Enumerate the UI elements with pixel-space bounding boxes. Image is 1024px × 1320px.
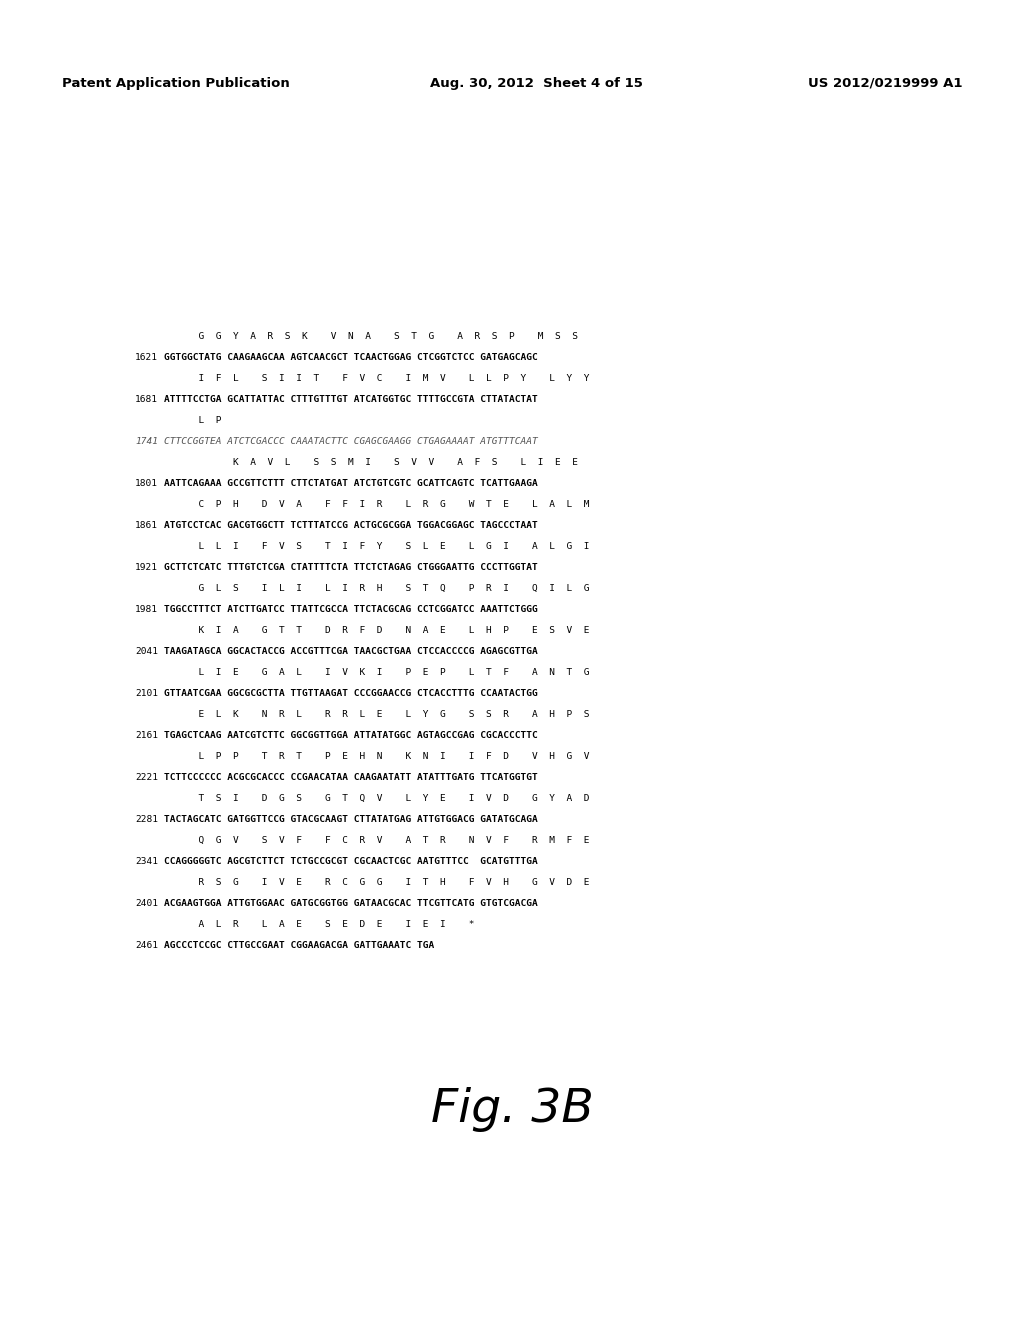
Text: K  A  V  L    S  S  M  I    S  V  V    A  F  S    L  I  E  E: K A V L S S M I S V V A F S L I E E xyxy=(164,458,578,467)
Text: 1681: 1681 xyxy=(135,395,158,404)
Text: I  F  L    S  I  I  T    F  V  C    I  M  V    L  L  P  Y    L  Y  Y: I F L S I I T F V C I M V L L P Y L Y Y xyxy=(164,374,590,383)
Text: 1621: 1621 xyxy=(135,352,158,362)
Text: 2461: 2461 xyxy=(135,941,158,950)
Text: A  L  R    L  A  E    S  E  D  E    I  E  I    *: A L R L A E S E D E I E I * xyxy=(164,920,474,929)
Text: L  L  I    F  V  S    T  I  F  Y    S  L  E    L  G  I    A  L  G  I: L L I F V S T I F Y S L E L G I A L G I xyxy=(164,543,590,550)
Text: CTTCCGGTEA ATCTCGACCC CAAATACTTC CGAGCGAAGG CTGAGAAAAT ATGTTTCAAT: CTTCCGGTEA ATCTCGACCC CAAATACTTC CGAGCGA… xyxy=(164,437,538,446)
Text: K  I  A    G  T  T    D  R  F  D    N  A  E    L  H  P    E  S  V  E: K I A G T T D R F D N A E L H P E S V E xyxy=(164,626,590,635)
Text: T  S  I    D  G  S    G  T  Q  V    L  Y  E    I  V  D    G  Y  A  D: T S I D G S G T Q V L Y E I V D G Y A D xyxy=(164,795,590,803)
Text: TCTTCCCCCC ACGCGCACCC CCGAACATAA CAAGAATATT ATATTTGATG TTCATGGTGT: TCTTCCCCCC ACGCGCACCC CCGAACATAA CAAGAAT… xyxy=(164,774,538,781)
Text: 2041: 2041 xyxy=(135,647,158,656)
Text: G  G  Y  A  R  S  K    V  N  A    S  T  G    A  R  S  P    M  S  S: G G Y A R S K V N A S T G A R S P M S S xyxy=(164,333,578,341)
Text: GGTGGCTATG CAAGAAGCAA AGTCAACGCT TCAACTGGAG CTCGGTCTCC GATGAGCAGC: GGTGGCTATG CAAGAAGCAA AGTCAACGCT TCAACTG… xyxy=(164,352,538,362)
Text: TGAGCTCAAG AATCGTCTTC GGCGGTTGGA ATTATATGGC AGTAGCCGAG CGCACCCTTC: TGAGCTCAAG AATCGTCTTC GGCGGTTGGA ATTATAT… xyxy=(164,731,538,741)
Text: 2101: 2101 xyxy=(135,689,158,698)
Text: 1921: 1921 xyxy=(135,564,158,572)
Text: AATTCAGAAA GCCGTTCTTT CTTCTATGAT ATCTGTCGTC GCATTCAGTC TCATTGAAGA: AATTCAGAAA GCCGTTCTTT CTTCTATGAT ATCTGTC… xyxy=(164,479,538,488)
Text: 2401: 2401 xyxy=(135,899,158,908)
Text: L  P: L P xyxy=(164,416,221,425)
Text: Aug. 30, 2012  Sheet 4 of 15: Aug. 30, 2012 Sheet 4 of 15 xyxy=(430,77,643,90)
Text: R  S  G    I  V  E    R  C  G  G    I  T  H    F  V  H    G  V  D  E: R S G I V E R C G G I T H F V H G V D E xyxy=(164,878,590,887)
Text: Patent Application Publication: Patent Application Publication xyxy=(62,77,290,90)
Text: US 2012/0219999 A1: US 2012/0219999 A1 xyxy=(808,77,962,90)
Text: G  L  S    I  L  I    L  I  R  H    S  T  Q    P  R  I    Q  I  L  G: G L S I L I L I R H S T Q P R I Q I L G xyxy=(164,583,590,593)
Text: TAAGATAGCA GGCACTACCG ACCGTTTCGA TAACGCTGAA CTCCACCCCG AGAGCGTTGA: TAAGATAGCA GGCACTACCG ACCGTTTCGA TAACGCT… xyxy=(164,647,538,656)
Text: 2161: 2161 xyxy=(135,731,158,741)
Text: 2221: 2221 xyxy=(135,774,158,781)
Text: ATGTCCTCAC GACGTGGCTT TCTTTATCCG ACTGCGCGGA TGGACGGAGC TAGCCCTAAT: ATGTCCTCAC GACGTGGCTT TCTTTATCCG ACTGCGC… xyxy=(164,521,538,531)
Text: CCAGGGGGTC AGCGTCTTCT TCTGCCGCGT CGCAACTCGC AATGTTTCC  GCATGTTTGA: CCAGGGGGTC AGCGTCTTCT TCTGCCGCGT CGCAACT… xyxy=(164,857,538,866)
Text: 1861: 1861 xyxy=(135,521,158,531)
Text: 1801: 1801 xyxy=(135,479,158,488)
Text: L  I  E    G  A  L    I  V  K  I    P  E  P    L  T  F    A  N  T  G: L I E G A L I V K I P E P L T F A N T G xyxy=(164,668,590,677)
Text: E  L  K    N  R  L    R  R  L  E    L  Y  G    S  S  R    A  H  P  S: E L K N R L R R L E L Y G S S R A H P S xyxy=(164,710,590,719)
Text: Q  G  V    S  V  F    F  C  R  V    A  T  R    N  V  F    R  M  F  E: Q G V S V F F C R V A T R N V F R M F E xyxy=(164,836,590,845)
Text: L  P  P    T  R  T    P  E  H  N    K  N  I    I  F  D    V  H  G  V: L P P T R T P E H N K N I I F D V H G V xyxy=(164,752,590,762)
Text: GTTAATCGAA GGCGCGCTTA TTGTTAAGAT CCCGGAACCG CTCACCTTTG CCAATACTGG: GTTAATCGAA GGCGCGCTTA TTGTTAAGAT CCCGGAA… xyxy=(164,689,538,698)
Text: ACGAAGTGGA ATTGTGGAAC GATGCGGTGG GATAACGCAC TTCGTTCATG GTGTCGACGA: ACGAAGTGGA ATTGTGGAAC GATGCGGTGG GATAACG… xyxy=(164,899,538,908)
Text: GCTTCTCATC TTTGTCTCGA CTATTTTCTA TTCTCTAGAG CTGGGAATTG CCCTTGGTAT: GCTTCTCATC TTTGTCTCGA CTATTTTCTA TTCTCTA… xyxy=(164,564,538,572)
Text: ATTTTCCTGA GCATTATTAC CTTTGTTTGT ATCATGGTGC TTTTGCCGTA CTTATACTAT: ATTTTCCTGA GCATTATTAC CTTTGTTTGT ATCATGG… xyxy=(164,395,538,404)
Text: 1981: 1981 xyxy=(135,605,158,614)
Text: 1741: 1741 xyxy=(135,437,158,446)
Text: AGCCCTCCGC CTTGCCGAAT CGGAAGACGA GATTGAAATC TGA: AGCCCTCCGC CTTGCCGAAT CGGAAGACGA GATTGAA… xyxy=(164,941,434,950)
Text: TACTAGCATC GATGGTTCCG GTACGCAAGT CTTATATGAG ATTGTGGACG GATATGCAGA: TACTAGCATC GATGGTTCCG GTACGCAAGT CTTATAT… xyxy=(164,814,538,824)
Text: 2281: 2281 xyxy=(135,814,158,824)
Text: 2341: 2341 xyxy=(135,857,158,866)
Text: Fig. 3B: Fig. 3B xyxy=(431,1088,593,1133)
Text: C  P  H    D  V  A    F  F  I  R    L  R  G    W  T  E    L  A  L  M: C P H D V A F F I R L R G W T E L A L M xyxy=(164,500,590,510)
Text: TGGCCTTTCT ATCTTGATCC TTATTCGCCA TTCTACGCAG CCTCGGATCC AAATTCTGGG: TGGCCTTTCT ATCTTGATCC TTATTCGCCA TTCTACG… xyxy=(164,605,538,614)
